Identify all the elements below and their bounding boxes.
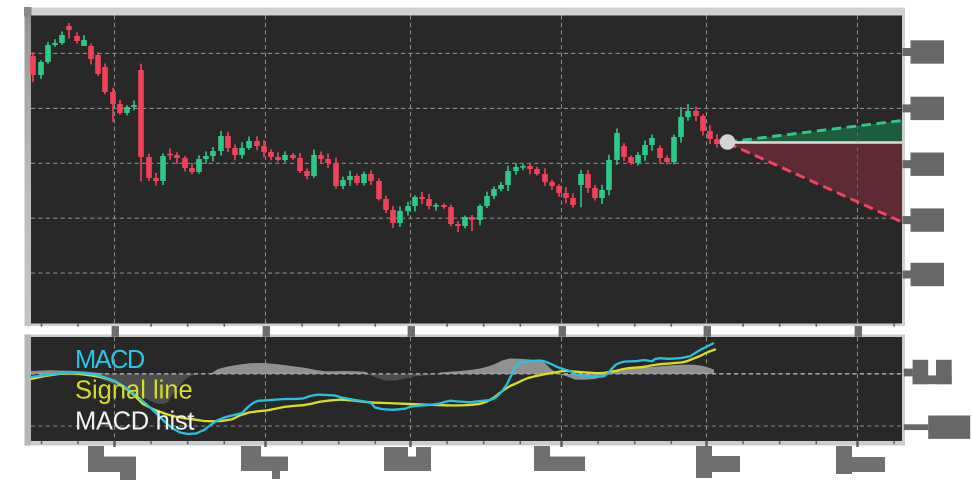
svg-text:MACD: MACD [75, 346, 145, 374]
svg-text:MACD hist: MACD hist [75, 408, 194, 436]
svg-text:Signal line: Signal line [75, 377, 193, 405]
